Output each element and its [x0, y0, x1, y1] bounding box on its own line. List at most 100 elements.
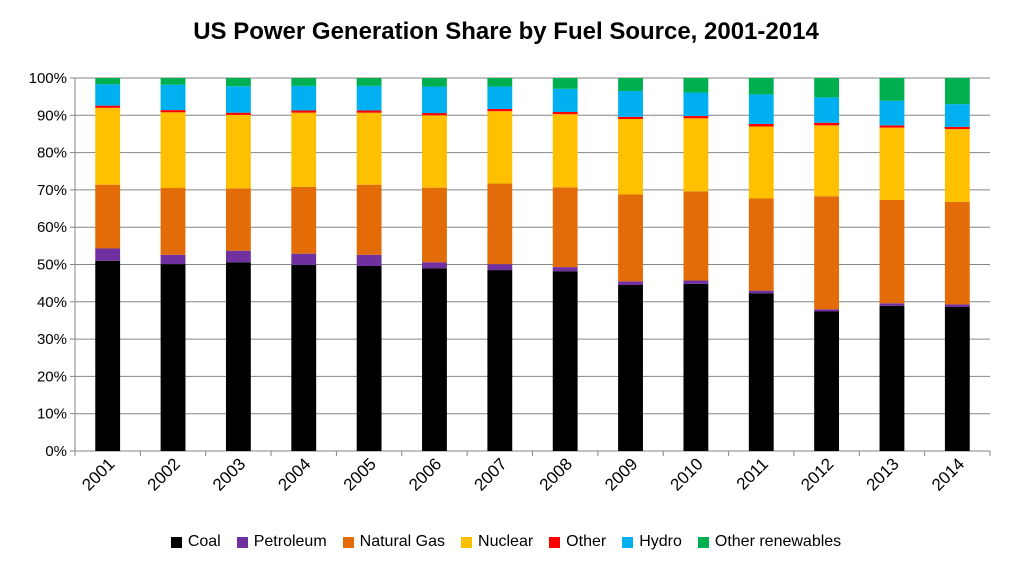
bar-other-renewables-2013	[879, 78, 905, 101]
bar-hydro-2009	[618, 91, 643, 117]
y-tick-label: 60%	[37, 219, 67, 236]
bar-hydro-2001	[95, 84, 121, 106]
bar-nuclear-2014	[944, 129, 970, 202]
bar-other-2002	[160, 110, 186, 113]
bar-petroleum-2001	[95, 248, 121, 261]
bar-coal-2009	[618, 285, 643, 451]
legend-label: Petroleum	[253, 533, 327, 550]
y-tick-label: 30%	[37, 331, 67, 348]
legend-item: Hydro	[622, 533, 682, 551]
legend-swatch	[170, 536, 182, 548]
bar-petroleum-2008	[552, 267, 578, 272]
legend-item: Nuclear	[461, 533, 533, 551]
bar-nuclear-2003	[225, 114, 251, 189]
bar-other-2011	[748, 123, 774, 127]
bar-other-2008	[552, 111, 578, 115]
bar-coal-2006	[422, 268, 447, 451]
legend-swatch	[549, 536, 561, 548]
bar-hydro-2005	[356, 85, 382, 111]
bar-petroleum-2009	[618, 281, 643, 286]
bar-nuclear-2012	[814, 125, 840, 197]
legend-label: Hydro	[639, 533, 682, 550]
bar-hydro-2014	[944, 104, 970, 127]
bar-nuclear-2013	[879, 127, 905, 200]
bar-other-renewables-2002	[160, 78, 186, 85]
bar-petroleum-2003	[225, 250, 251, 263]
bar-petroleum-2005	[356, 254, 382, 266]
bar-natural-gas-2004	[291, 186, 317, 254]
bar-natural-gas-2001	[95, 184, 121, 249]
bar-other-2001	[95, 105, 121, 108]
bar-other-2003	[225, 112, 251, 115]
bar-nuclear-2001	[95, 107, 121, 185]
bar-natural-gas-2007	[487, 183, 513, 265]
legend-label: Nuclear	[478, 533, 534, 550]
bar-other-2010	[683, 116, 709, 119]
bar-other-2012	[814, 122, 840, 126]
legend-item: Petroleum	[236, 533, 327, 551]
bar-other-2013	[879, 125, 905, 128]
y-tick-label: 40%	[37, 294, 67, 311]
bar-petroleum-2012	[814, 309, 840, 312]
legend-label: Other	[566, 533, 607, 550]
bar-petroleum-2010	[683, 280, 709, 284]
bar-nuclear-2011	[748, 126, 774, 199]
bar-nuclear-2007	[487, 111, 513, 184]
bar-nuclear-2006	[422, 115, 447, 188]
bar-natural-gas-2008	[552, 187, 578, 268]
x-tick-label: 2009	[601, 454, 641, 494]
bar-hydro-2002	[160, 84, 186, 111]
bar-nuclear-2008	[552, 114, 578, 188]
bar-other-renewables-2001	[95, 78, 121, 85]
x-tick-label: 2006	[405, 454, 445, 494]
x-tick-label: 2008	[536, 454, 576, 494]
bar-other-renewables-2011	[748, 78, 774, 95]
x-tick-label: 2013	[863, 454, 903, 494]
bar-other-renewables-2010	[683, 78, 709, 93]
legend-item: Other	[549, 533, 606, 551]
legend-label: Other renewables	[714, 533, 842, 550]
bar-coal-2013	[879, 305, 905, 451]
bar-coal-2004	[291, 264, 317, 451]
bar-nuclear-2004	[291, 112, 317, 187]
bar-other-2014	[944, 126, 970, 130]
bar-hydro-2011	[748, 94, 774, 124]
bar-coal-2002	[160, 264, 186, 451]
bar-petroleum-2006	[422, 262, 447, 269]
legend-item: Other renewables	[697, 533, 842, 551]
bar-other-renewables-2007	[487, 78, 513, 87]
bar-petroleum-2007	[487, 264, 513, 271]
bar-nuclear-2002	[160, 112, 186, 189]
y-tick-label: 50%	[37, 257, 67, 274]
bar-other-2004	[291, 110, 317, 113]
bar-petroleum-2004	[291, 253, 317, 265]
bar-coal-2001	[95, 260, 121, 451]
bar-petroleum-2002	[160, 254, 186, 265]
legend-swatch	[236, 536, 248, 548]
x-tick-label: 2005	[340, 454, 380, 494]
bar-nuclear-2005	[356, 112, 382, 185]
bar-petroleum-2014	[944, 304, 970, 308]
x-tick-label: 2004	[274, 454, 314, 494]
bar-coal-2008	[552, 271, 578, 451]
bar-hydro-2010	[683, 92, 709, 117]
bar-natural-gas-2002	[160, 188, 186, 255]
legend-item: Natural Gas	[342, 533, 445, 551]
bar-petroleum-2013	[879, 303, 905, 306]
x-tick-label: 2001	[78, 454, 118, 494]
bar-natural-gas-2012	[814, 196, 840, 310]
bar-hydro-2008	[552, 88, 578, 112]
bar-coal-2007	[487, 270, 513, 451]
bar-coal-2005	[356, 265, 382, 451]
bar-other-renewables-2003	[225, 78, 251, 87]
chart-title: US Power Generation Share by Fuel Source…	[193, 18, 819, 45]
y-tick-label: 20%	[37, 368, 67, 385]
bar-other-2007	[487, 108, 513, 112]
bar-other-2006	[422, 113, 447, 116]
bar-natural-gas-2013	[879, 199, 905, 304]
legend-swatch	[622, 536, 634, 548]
bar-natural-gas-2003	[225, 188, 251, 251]
bar-coal-2003	[225, 262, 251, 451]
x-tick-label: 2012	[797, 454, 837, 494]
